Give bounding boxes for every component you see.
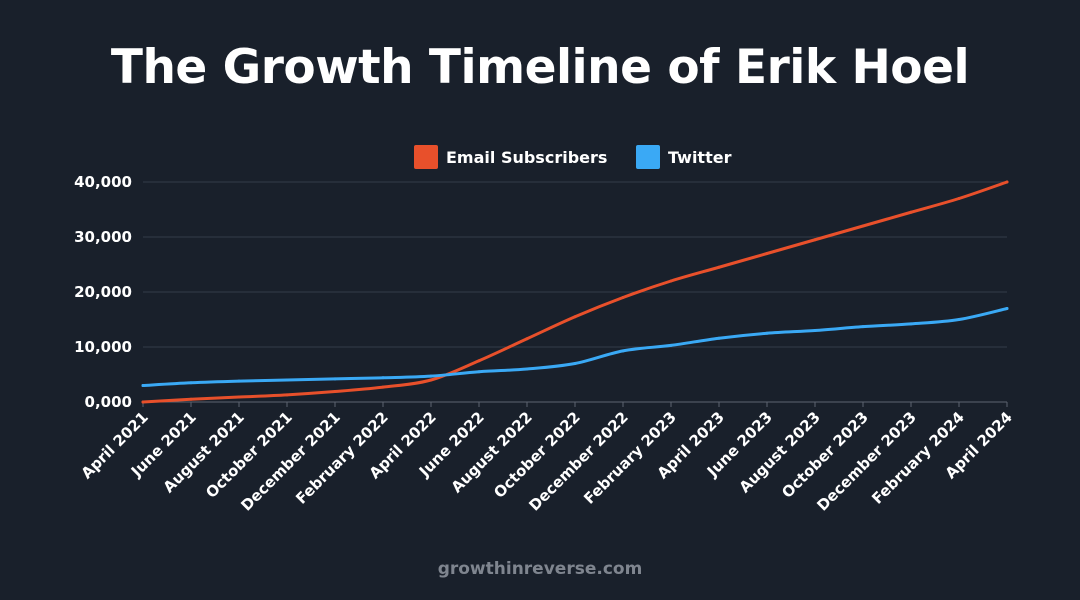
data-point-twitter bbox=[333, 377, 337, 381]
legend-swatch-twitter bbox=[636, 145, 660, 169]
data-point-email-subscribers bbox=[765, 252, 769, 255]
y-tick-label: 30,000 bbox=[74, 228, 132, 246]
data-point-email-subscribers bbox=[141, 400, 145, 404]
gridlines bbox=[143, 181, 1007, 403]
data-point-email-subscribers bbox=[573, 315, 577, 319]
data-point-email-subscribers bbox=[381, 385, 385, 389]
y-tick-label: 40,000 bbox=[74, 173, 132, 191]
data-point-twitter bbox=[477, 370, 481, 374]
data-point-twitter bbox=[573, 362, 577, 365]
x-tick-label: October 2023 bbox=[778, 408, 872, 502]
data-point-twitter bbox=[525, 367, 529, 371]
data-point-twitter bbox=[909, 322, 913, 326]
data-point-email-subscribers bbox=[333, 390, 337, 394]
y-axis-ticks: 0,000 10,000 20,000 30,000 40,000 bbox=[74, 173, 132, 411]
data-point-twitter bbox=[621, 349, 625, 353]
data-point-twitter bbox=[429, 374, 433, 378]
legend-label-twitter: Twitter bbox=[668, 148, 732, 167]
data-point-email-subscribers bbox=[285, 393, 289, 397]
data-point-twitter bbox=[1005, 307, 1009, 310]
data-point-email-subscribers bbox=[717, 265, 721, 269]
data-point-email-subscribers bbox=[429, 378, 433, 382]
data-point-email-subscribers bbox=[477, 359, 481, 363]
data-point-twitter bbox=[669, 343, 673, 347]
x-tick-label: October 2021 bbox=[202, 408, 296, 502]
legend-swatch-email-subscribers bbox=[414, 145, 438, 169]
x-tick-label: October 2022 bbox=[490, 408, 584, 502]
data-point-email-subscribers bbox=[669, 279, 673, 283]
y-tick-label: 10,000 bbox=[74, 338, 132, 356]
data-point-twitter bbox=[717, 336, 721, 340]
legend-label-email-subscribers: Email Subscribers bbox=[446, 148, 607, 167]
data-point-twitter bbox=[381, 376, 385, 380]
data-point-email-subscribers bbox=[957, 197, 961, 200]
chart-title: The Growth Timeline of Erik Hoel bbox=[110, 40, 970, 95]
data-point-email-subscribers bbox=[861, 224, 865, 228]
data-point-email-subscribers bbox=[909, 210, 913, 214]
series-lines bbox=[141, 180, 1009, 404]
data-point-twitter bbox=[813, 329, 817, 332]
data-point-twitter bbox=[141, 384, 145, 387]
legend: Email Subscribers Twitter bbox=[414, 145, 732, 169]
data-point-twitter bbox=[957, 318, 961, 321]
data-point-email-subscribers bbox=[525, 337, 529, 341]
data-point-email-subscribers bbox=[621, 296, 625, 299]
data-point-email-subscribers bbox=[189, 397, 193, 401]
data-point-twitter bbox=[765, 331, 769, 335]
data-point-twitter bbox=[861, 325, 865, 329]
data-point-email-subscribers bbox=[1005, 180, 1009, 184]
data-point-email-subscribers bbox=[237, 395, 241, 399]
source-footer: growthinreverse.com bbox=[437, 559, 643, 579]
data-point-twitter bbox=[189, 381, 193, 385]
data-point-email-subscribers bbox=[813, 238, 817, 242]
data-point-twitter bbox=[285, 378, 289, 382]
data-point-twitter bbox=[237, 379, 241, 383]
y-tick-label: 0,000 bbox=[85, 393, 132, 411]
y-tick-label: 20,000 bbox=[74, 283, 132, 301]
